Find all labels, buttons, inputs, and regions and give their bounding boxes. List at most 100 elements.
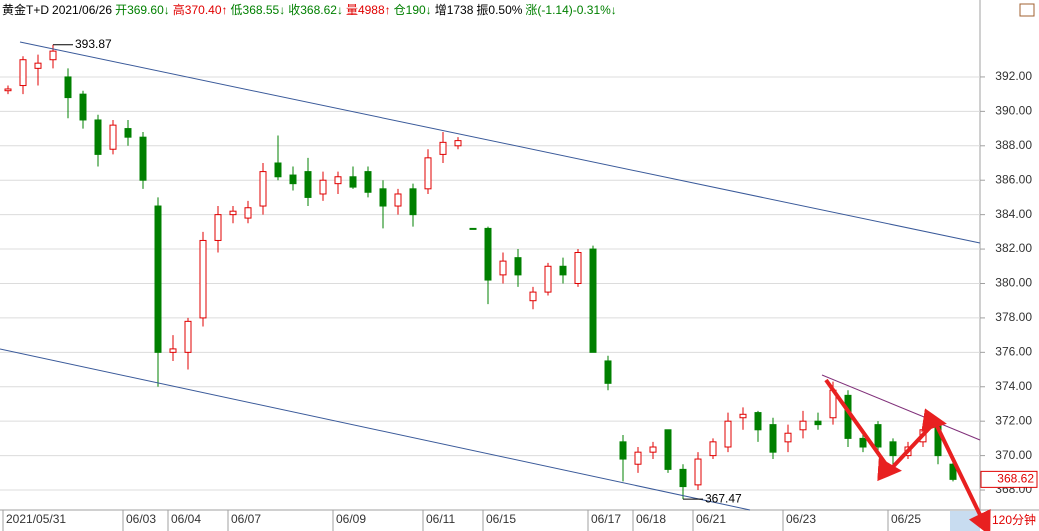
candle-body — [814, 420, 822, 426]
candle-body — [169, 348, 177, 353]
header-item: 低368.55↓ — [231, 3, 286, 17]
x-tick-label: 06/17 — [591, 512, 621, 526]
instrument: 黄金T+D — [2, 2, 49, 17]
candle-body — [874, 424, 882, 448]
candle-body — [229, 210, 237, 216]
candle-body — [589, 248, 597, 353]
y-tick-label: 380.00 — [995, 276, 1032, 290]
y-tick-label: 372.00 — [995, 413, 1032, 427]
candle-body — [244, 207, 252, 219]
y-tick-label: 384.00 — [995, 207, 1032, 221]
red-arrows — [824, 378, 991, 531]
candle-body — [769, 424, 777, 453]
candle-body — [679, 468, 687, 488]
header-item: 收368.62↓ — [288, 3, 343, 17]
candle-body — [214, 214, 222, 241]
candle-body — [184, 320, 192, 353]
candle-body — [34, 62, 42, 69]
candle-body — [499, 260, 507, 276]
x-tick-label: 06/23 — [786, 512, 816, 526]
candle-body — [349, 176, 357, 188]
candle-body — [319, 179, 327, 195]
candle-body — [694, 458, 702, 486]
candle-body — [304, 171, 312, 198]
candle-body — [49, 50, 57, 61]
candle-body — [754, 412, 762, 431]
x-tick-label: 06/18 — [636, 512, 666, 526]
candle-body — [859, 437, 867, 448]
candle-body — [529, 291, 537, 302]
x-tick-label: 06/09 — [336, 512, 366, 526]
period-box — [950, 511, 980, 531]
candle-body — [379, 188, 387, 207]
x-tick-label: 06/03 — [126, 512, 156, 526]
y-tick-label: 374.00 — [995, 379, 1032, 393]
candle-body — [4, 88, 12, 92]
candle-body — [664, 429, 672, 470]
candle-body — [439, 141, 447, 155]
candle-body — [154, 205, 162, 353]
x-tick-label: 06/25 — [891, 512, 921, 526]
candle-body — [484, 227, 492, 281]
candle-body — [64, 76, 72, 99]
header-item: 增1738 — [435, 3, 474, 17]
x-tick-label: 06/15 — [486, 512, 516, 526]
x-tick-label: 06/21 — [696, 512, 726, 526]
header-item: 涨(-1.14)-0.31%↓ — [525, 2, 616, 17]
candle-body — [394, 193, 402, 207]
candle-body — [124, 128, 132, 138]
candle-body — [604, 360, 612, 384]
candle-body — [469, 227, 477, 230]
candle-body — [784, 432, 792, 443]
header-item: 仓190↓ — [394, 3, 432, 17]
y-tick-label: 378.00 — [995, 310, 1032, 324]
y-tick-label: 386.00 — [995, 172, 1032, 186]
last-price: 368.62 — [997, 472, 1034, 486]
header-item: 开369.60↓ — [115, 3, 170, 17]
candle-body — [334, 176, 342, 185]
header-item: 量4988↑ — [346, 3, 391, 17]
x-tick-label: 06/04 — [171, 512, 201, 526]
y-tick-label: 382.00 — [995, 241, 1032, 255]
header-item: 高370.40↑ — [173, 2, 228, 17]
last-price-box — [980, 470, 1038, 488]
candle-body — [634, 451, 642, 465]
x-tick-label: 2021/05/31 — [6, 512, 66, 526]
candle-body — [79, 93, 87, 121]
candle-body — [364, 171, 372, 193]
header-item: 振0.50% — [476, 3, 522, 17]
candle-body — [889, 441, 897, 457]
annotation: 393.87 — [75, 37, 112, 51]
candle-body — [574, 252, 582, 284]
candle-body — [109, 124, 117, 150]
candle-body — [139, 136, 147, 181]
candle-body — [514, 257, 522, 276]
icon[interactable] — [1019, 3, 1035, 17]
candle-body — [649, 446, 657, 453]
trend-line — [19, 41, 981, 244]
candle-body — [424, 157, 432, 190]
y-tick-label: 390.00 — [995, 104, 1032, 118]
header: 黄金T+D 2021/06/26 开369.60↓ 高370.40↑ 低368.55↓ 收… — [2, 2, 617, 17]
candle-body — [559, 265, 567, 276]
candle-body — [199, 239, 207, 319]
period: 120分钟 — [992, 512, 1036, 527]
annotation: 367.47 — [705, 491, 742, 505]
candle-body — [94, 119, 102, 155]
candle-body — [259, 171, 267, 207]
candle-body — [619, 441, 627, 460]
candle-body — [799, 420, 807, 431]
candle-body — [289, 174, 297, 185]
y-tick-label: 376.00 — [995, 345, 1032, 359]
candle-body — [724, 420, 732, 448]
candle-body — [409, 188, 417, 216]
candle-body — [454, 140, 462, 147]
y-tick-label: 392.00 — [995, 69, 1032, 83]
x-tick-label: 06/07 — [231, 512, 261, 526]
candle-body — [274, 162, 282, 178]
candle-body — [709, 441, 717, 457]
date: 2021/06/26 — [52, 3, 112, 17]
candle-body — [544, 265, 552, 293]
